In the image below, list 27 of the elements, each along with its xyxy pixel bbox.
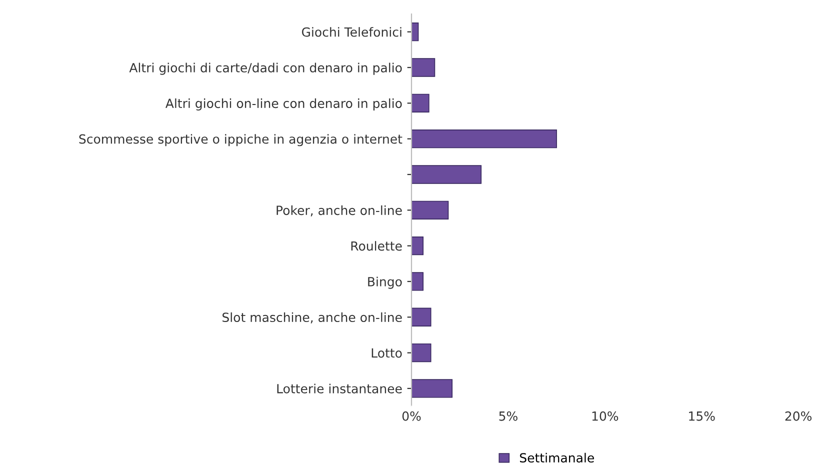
y-tick-label: Slot maschine, anche on-line [222,312,402,324]
bar [412,94,430,112]
bar [412,22,419,42]
legend-label: Settimanale [520,452,594,463]
bar [412,165,482,184]
bar [412,308,432,326]
y-tick-label: Altri giochi di carte/dadi con denaro in palio [129,62,402,75]
x-tick-label: 5% [499,411,518,421]
y-tick-label: Scommesse sportive o ippiche in agenzia o internet [79,134,402,146]
x-tick-label: 10% [592,411,618,421]
y-tick-label: Lotterie instantanee [277,384,402,394]
y-tick-label: Lotto [372,348,402,358]
bar [412,200,449,220]
y-tick-label: Bingo [368,276,402,289]
y-tick-label: Giochi Telefonici [302,27,402,37]
y-tick-label: Poker, anche on-line [276,205,402,216]
bar [412,58,436,77]
bar [412,129,557,148]
x-tick-label: 0% [402,411,421,421]
bar [412,379,453,398]
bar [412,343,432,362]
y-tick-label: Altri giochi on-line con denaro in palio [165,98,402,111]
y-tick-label: Roulette [351,241,402,251]
x-tick-label: 20% [785,411,812,421]
x-tick-label: 15% [689,411,715,421]
bar [412,236,424,256]
bar [412,272,424,291]
